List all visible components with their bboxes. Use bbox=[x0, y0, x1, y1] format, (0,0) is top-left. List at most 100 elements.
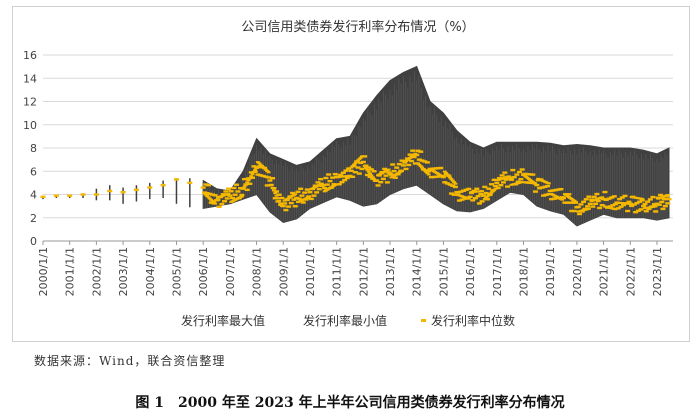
median-fill-point bbox=[456, 199, 462, 202]
median-fill-point bbox=[242, 185, 247, 188]
median-fill-point bbox=[406, 157, 411, 160]
legend-entry: 发行利率最大值 bbox=[181, 313, 265, 328]
x-tick-label: 2021/1/1 bbox=[598, 247, 611, 296]
median-fill-point bbox=[368, 168, 374, 171]
median-fill-point bbox=[546, 192, 552, 196]
median-point bbox=[173, 178, 179, 181]
x-tick-label: 2012/1/1 bbox=[357, 247, 370, 296]
median-fill-point bbox=[571, 209, 577, 213]
x-tick-label: 2018/1/1 bbox=[518, 247, 531, 296]
median-fill-point bbox=[647, 198, 653, 201]
median-fill-point bbox=[586, 195, 592, 198]
median-fill-point bbox=[324, 183, 330, 186]
median-point bbox=[107, 189, 113, 193]
x-tick-label: 2020/1/1 bbox=[571, 247, 584, 296]
median-fill-point bbox=[474, 187, 480, 191]
median-fill-point bbox=[338, 173, 344, 177]
median-fill-point bbox=[405, 158, 410, 161]
median-fill-point bbox=[631, 203, 637, 206]
median-fill-point bbox=[358, 156, 363, 159]
median-fill-point bbox=[438, 166, 444, 170]
median-fill-point bbox=[502, 171, 508, 174]
median-fill-point bbox=[279, 204, 284, 207]
median-fill-point bbox=[245, 181, 250, 184]
median-fill-point bbox=[380, 177, 386, 181]
median-fill-point bbox=[363, 164, 369, 167]
median-fill-point bbox=[504, 185, 510, 188]
median-fill-point bbox=[367, 175, 373, 179]
y-tick-label: 14 bbox=[23, 72, 37, 85]
x-tick-label: 2002/1/1 bbox=[90, 247, 103, 296]
median-fill-point bbox=[442, 170, 447, 173]
median-fill-point bbox=[292, 205, 298, 208]
median-fill-point bbox=[258, 174, 264, 177]
median-fill-point bbox=[235, 190, 241, 193]
median-fill-point bbox=[248, 171, 254, 174]
median-fill-point bbox=[486, 187, 492, 190]
median-fill-point bbox=[555, 188, 561, 191]
median-fill-point bbox=[343, 169, 349, 172]
median-fill-point bbox=[602, 190, 608, 194]
median-fill-point bbox=[586, 207, 591, 210]
median-fill-point bbox=[615, 207, 621, 210]
median-fill-point bbox=[514, 173, 520, 176]
median-fill-point bbox=[459, 198, 465, 201]
median-fill-point bbox=[318, 177, 324, 181]
median-fill-point bbox=[444, 182, 450, 185]
median-point bbox=[400, 164, 406, 167]
median-fill-point bbox=[404, 160, 409, 163]
median-fill-point bbox=[506, 175, 511, 178]
median-fill-point bbox=[323, 176, 329, 180]
median-fill-point bbox=[327, 179, 333, 183]
median-fill-point bbox=[412, 162, 418, 165]
median-fill-point bbox=[640, 197, 645, 200]
median-fill-point bbox=[232, 193, 238, 196]
median-fill-point bbox=[247, 182, 253, 186]
median-point bbox=[120, 190, 126, 194]
median-fill-point bbox=[551, 197, 557, 200]
median-fill-point bbox=[207, 192, 213, 196]
median-fill-point bbox=[478, 192, 484, 196]
median-fill-point bbox=[402, 161, 407, 164]
median-fill-point bbox=[432, 167, 438, 170]
median-point bbox=[587, 202, 593, 205]
median-point bbox=[467, 195, 473, 199]
median-fill-point bbox=[493, 187, 498, 190]
median-fill-point bbox=[570, 201, 576, 204]
median-fill-point bbox=[271, 189, 276, 192]
median-fill-point bbox=[518, 177, 524, 181]
median-fill-point bbox=[390, 163, 396, 166]
median-fill-point bbox=[639, 199, 645, 202]
median-fill-point bbox=[665, 202, 671, 205]
median-fill-point bbox=[545, 184, 551, 188]
median-fill-point bbox=[411, 155, 417, 159]
median-point bbox=[547, 189, 553, 193]
median-fill-point bbox=[625, 209, 631, 213]
median-fill-point bbox=[262, 167, 267, 170]
median-point bbox=[294, 196, 300, 200]
median-fill-point bbox=[259, 164, 264, 167]
median-fill-point bbox=[372, 178, 377, 181]
median-fill-point bbox=[403, 167, 409, 171]
median-fill-point bbox=[386, 171, 392, 174]
median-fill-point bbox=[600, 196, 605, 199]
median-fill-point bbox=[272, 197, 278, 200]
median-fill-point bbox=[247, 177, 252, 180]
median-fill-point bbox=[662, 204, 668, 208]
median-fill-point bbox=[422, 160, 428, 163]
median-point bbox=[160, 184, 166, 187]
median-fill-point bbox=[278, 202, 283, 205]
median-point bbox=[227, 194, 233, 197]
median-fill-point bbox=[577, 212, 583, 216]
median-fill-point bbox=[658, 193, 664, 197]
median-fill-point bbox=[533, 190, 539, 193]
median-fill-point bbox=[626, 202, 631, 205]
median-fill-point bbox=[560, 198, 565, 201]
median-fill-point bbox=[265, 170, 270, 173]
median-fill-point bbox=[238, 187, 244, 190]
median-fill-point bbox=[239, 193, 245, 197]
median-fill-point bbox=[314, 191, 320, 194]
median-fill-point bbox=[645, 200, 651, 203]
median-fill-point bbox=[442, 181, 448, 184]
median-fill-point bbox=[409, 155, 414, 158]
